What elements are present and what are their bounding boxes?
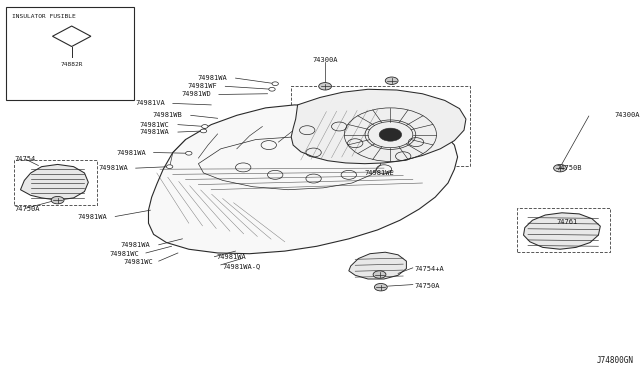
Text: 74750B: 74750B	[557, 165, 582, 171]
Text: 74981WC: 74981WC	[140, 122, 170, 128]
Text: 74981WD: 74981WD	[182, 92, 211, 97]
Polygon shape	[524, 213, 600, 249]
Text: 74754: 74754	[14, 156, 35, 162]
Text: 74300AA: 74300AA	[614, 112, 640, 118]
Text: 74981WA: 74981WA	[140, 129, 170, 135]
Circle shape	[272, 82, 278, 86]
Text: 74981WC: 74981WC	[124, 259, 154, 265]
Circle shape	[186, 151, 192, 155]
Text: 74981WF: 74981WF	[188, 83, 218, 89]
Bar	[291, 86, 470, 166]
Circle shape	[319, 83, 332, 90]
Text: 74754+A: 74754+A	[415, 266, 444, 272]
Text: 74981VA: 74981VA	[136, 100, 165, 106]
Text: 74981WC: 74981WC	[110, 251, 140, 257]
Text: 74981WA-Q: 74981WA-Q	[223, 263, 261, 269]
Bar	[14, 160, 97, 205]
Polygon shape	[148, 105, 458, 254]
Text: 74300A: 74300A	[312, 57, 338, 63]
Text: 74750A: 74750A	[14, 206, 40, 212]
Circle shape	[202, 125, 208, 128]
Circle shape	[200, 129, 207, 133]
Bar	[517, 208, 610, 252]
Text: 74981WA: 74981WA	[116, 150, 146, 155]
Text: 74882R: 74882R	[60, 62, 83, 67]
Circle shape	[379, 128, 402, 141]
Polygon shape	[20, 164, 88, 200]
Circle shape	[385, 77, 398, 84]
Text: 74761: 74761	[557, 219, 578, 225]
Circle shape	[373, 271, 386, 278]
Text: 74981WA: 74981WA	[198, 75, 227, 81]
Text: 74981WA: 74981WA	[216, 254, 246, 260]
Text: 74981WA: 74981WA	[78, 214, 108, 219]
Circle shape	[374, 283, 387, 291]
Text: 74981WA: 74981WA	[99, 165, 128, 171]
Polygon shape	[349, 252, 406, 279]
Text: 74981WB: 74981WB	[153, 112, 182, 118]
Text: 74750A: 74750A	[415, 283, 440, 289]
Text: 74981WA: 74981WA	[121, 242, 150, 248]
Circle shape	[166, 165, 173, 169]
Bar	[6, 7, 134, 100]
Circle shape	[554, 164, 566, 172]
Text: J74800GN: J74800GN	[596, 356, 634, 365]
Text: INSULATOR FUSIBLE: INSULATOR FUSIBLE	[12, 14, 76, 19]
Circle shape	[51, 196, 64, 204]
Circle shape	[269, 87, 275, 91]
Polygon shape	[291, 89, 466, 164]
Text: 74981WE: 74981WE	[364, 170, 394, 176]
